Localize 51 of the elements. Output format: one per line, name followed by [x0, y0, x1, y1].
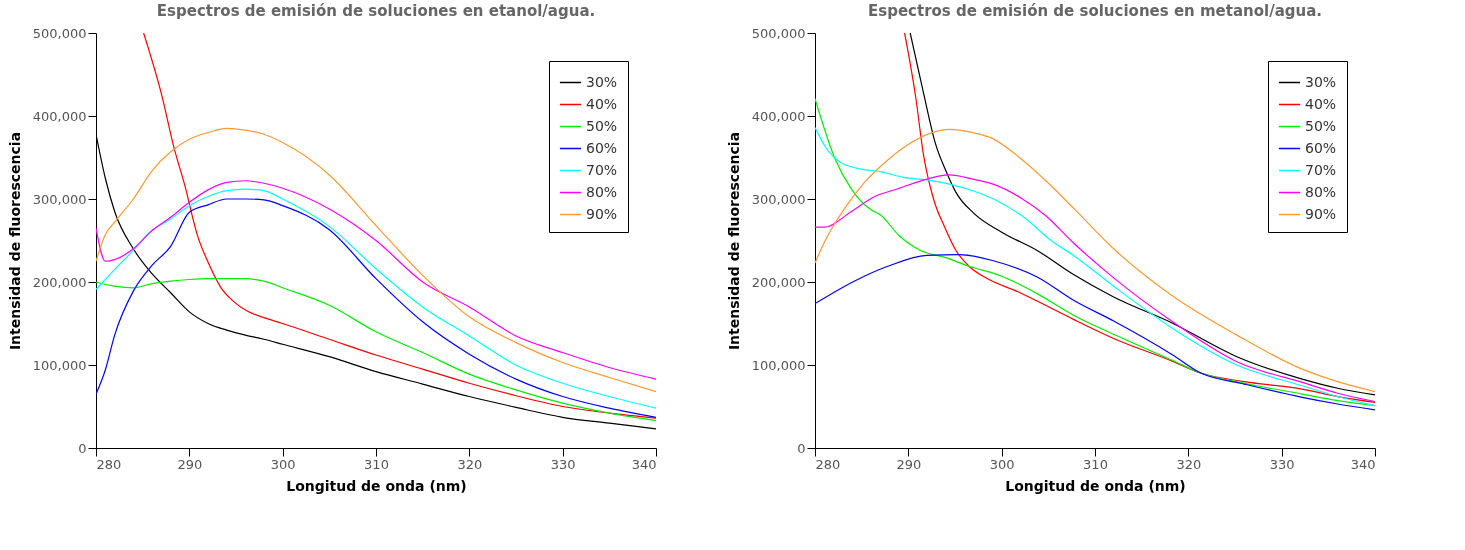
y-tick-label: 100,000	[751, 357, 806, 373]
legend-label: 90%	[586, 205, 618, 222]
x-axis-title: Longitud de onda (nm)	[286, 477, 467, 494]
x-tick-label: 280	[96, 456, 122, 472]
y-axis-title: Intensidad de fluorescencia	[6, 131, 23, 351]
x-tick-label: 290	[177, 456, 203, 472]
y-tick-label: 400,000	[32, 108, 87, 124]
x-tick-label: 340	[1350, 456, 1376, 472]
line-series	[815, 254, 1375, 411]
line-series	[815, 174, 1375, 403]
legend-label: 80%	[1305, 183, 1337, 200]
x-tick-label: 310	[1083, 456, 1108, 472]
chart-title: Espectros de emisión de soluciones en metanol/agua.	[867, 2, 1323, 20]
y-tick-label: 500,000	[751, 25, 806, 41]
legend-label: 90%	[1305, 205, 1337, 222]
x-tick-label: 280	[815, 456, 841, 472]
chart-title: Espectros de emisión de soluciones en etanol/agua.	[156, 2, 596, 20]
line-series	[96, 278, 656, 422]
x-tick-label: 340	[631, 456, 657, 472]
legend-label: 70%	[586, 161, 618, 178]
x-tick-label: 330	[550, 456, 576, 472]
line-series	[96, 180, 656, 380]
legend-label: 70%	[1305, 161, 1337, 178]
legend-label: 50%	[1305, 117, 1337, 134]
x-axis-title: Longitud de onda (nm)	[1005, 477, 1186, 494]
x-tick-label: 320	[1176, 456, 1202, 472]
y-tick-label: 0	[797, 440, 806, 456]
y-tick-label: 300,000	[751, 191, 806, 207]
x-tick-label: 320	[457, 456, 483, 472]
y-tick-label: 0	[78, 440, 87, 456]
legend-label: 60%	[586, 139, 618, 156]
x-tick-label: 300	[270, 456, 296, 472]
legend-label: 40%	[1305, 95, 1337, 112]
x-tick-label: 330	[1269, 456, 1295, 472]
legend-label: 60%	[1305, 139, 1337, 156]
legend-label: 80%	[586, 183, 618, 200]
x-tick-label: 290	[896, 456, 922, 472]
legend-label: 30%	[1305, 73, 1337, 90]
legend-label: 50%	[586, 117, 618, 134]
y-tick-label: 200,000	[32, 274, 87, 290]
x-tick-label: 300	[989, 456, 1015, 472]
y-axis-title: Intensidad de fluorescencia	[725, 131, 742, 351]
y-tick-label: 200,000	[751, 274, 806, 290]
legend-label: 30%	[586, 73, 618, 90]
y-tick-label: 100,000	[32, 357, 87, 373]
x-tick-label: 310	[364, 456, 389, 472]
line-series	[143, 33, 656, 419]
y-tick-label: 400,000	[751, 108, 806, 124]
legend-label: 40%	[586, 95, 618, 112]
y-tick-label: 300,000	[32, 191, 87, 207]
y-tick-label: 500,000	[32, 25, 87, 41]
